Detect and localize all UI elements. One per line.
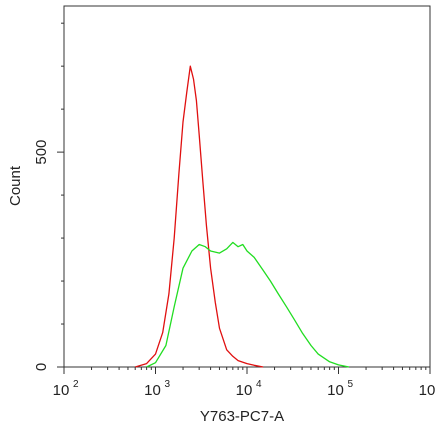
y-tick-label: 0 [33, 363, 50, 371]
series-1-line [135, 65, 264, 368]
x-tick-exponent: 3 [165, 379, 171, 390]
x-tick-exponent: 2 [73, 379, 79, 390]
series-2-line [146, 241, 350, 368]
series-layer [135, 65, 350, 368]
x-tick-label: 10 [236, 382, 253, 399]
y-axis-label: Count [7, 165, 24, 206]
x-tick-label: 10 [144, 382, 161, 399]
x-tick-label: 10 [53, 382, 70, 399]
y-axis: 0 500 [33, 22, 64, 371]
x-tick-exponent: 4 [256, 379, 262, 390]
y-tick-label: 500 [33, 140, 50, 165]
x-tick-label: 10 [327, 382, 344, 399]
x-tick-label: 10 [419, 382, 436, 399]
x-tick-exponent: 5 [348, 379, 354, 390]
x-axis-label: Y763-PC7-A [200, 408, 284, 425]
plot-frame [63, 5, 431, 368]
x-axis: 102103104105106 [53, 367, 436, 399]
